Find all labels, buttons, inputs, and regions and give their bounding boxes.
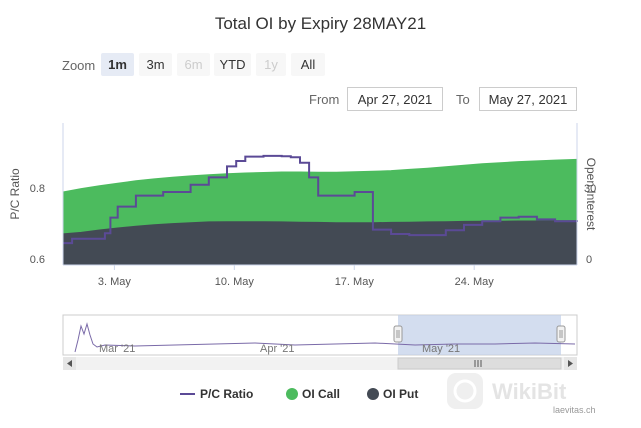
watermark-text: WikiBit (492, 379, 567, 404)
navigator-label-mar: Mar '21 (99, 343, 135, 355)
range-from-label: From (309, 92, 340, 107)
zoom-ytd-button[interactable]: YTD (214, 53, 251, 76)
zoom-label: Zoom (62, 58, 96, 73)
x-axis-ticks: 3. May 10. May 17. May 24. May (98, 265, 494, 288)
y-right-tick-30: 30 (584, 183, 596, 195)
legend-pc-ratio[interactable]: P/C Ratio (200, 387, 253, 401)
wikibit-logo (447, 373, 483, 409)
oi-call-area-edge (62, 158, 578, 193)
y-right-axis-title: Open Interest (584, 158, 598, 231)
legend-oi-call-symbol (286, 388, 298, 400)
navigator-selection[interactable] (398, 315, 561, 355)
navigator-label-may: May '21 (422, 343, 460, 355)
scrollbar-thumb[interactable] (397, 357, 562, 370)
zoom-1y-button: 1y (256, 53, 286, 76)
y-left-tick-0.6: 0.6 (30, 254, 45, 266)
legend-oi-call[interactable]: OI Call (302, 387, 340, 401)
scroll-left-arrow-icon (67, 360, 72, 367)
oi-put-area (63, 220, 577, 265)
range-to-input[interactable]: May 27, 2021 (479, 87, 577, 111)
range-to-label: To (456, 92, 470, 107)
pc-ratio-line (63, 154, 578, 245)
y-right-tick-0: 0 (586, 254, 592, 266)
x-tick-label-3: 24. May (455, 276, 495, 288)
plot-areas (62, 154, 578, 265)
x-tick-label-2: 17. May (335, 276, 375, 288)
navigator-handle-left[interactable] (393, 325, 403, 343)
scrollbar-grip-icon (474, 360, 482, 367)
range-from-input[interactable]: Apr 27, 2021 (347, 87, 443, 111)
chart-title: Total OI by Expiry 28MAY21 (214, 14, 427, 33)
y-left-axis-title: P/C Ratio (8, 168, 22, 220)
navigator-label-apr: Apr '21 (260, 343, 295, 355)
navigator-handle-right[interactable] (556, 325, 566, 343)
legend-oi-put-symbol (367, 388, 379, 400)
zoom-3m-button[interactable]: 3m (139, 53, 172, 76)
x-tick-label-0: 3. May (98, 276, 132, 288)
scroll-right-arrow-icon (568, 360, 573, 367)
legend-oi-put[interactable]: OI Put (383, 387, 418, 401)
zoom-6m-button: 6m (177, 53, 210, 76)
zoom-all-button[interactable]: All (291, 53, 325, 76)
zoom-1m-button[interactable]: 1m (101, 53, 134, 76)
x-tick-label-1: 10. May (215, 276, 255, 288)
navigator-series-line (74, 322, 576, 353)
y-left-tick-0.8: 0.8 (30, 183, 45, 195)
watermark-credit: laevitas.ch (553, 405, 596, 415)
